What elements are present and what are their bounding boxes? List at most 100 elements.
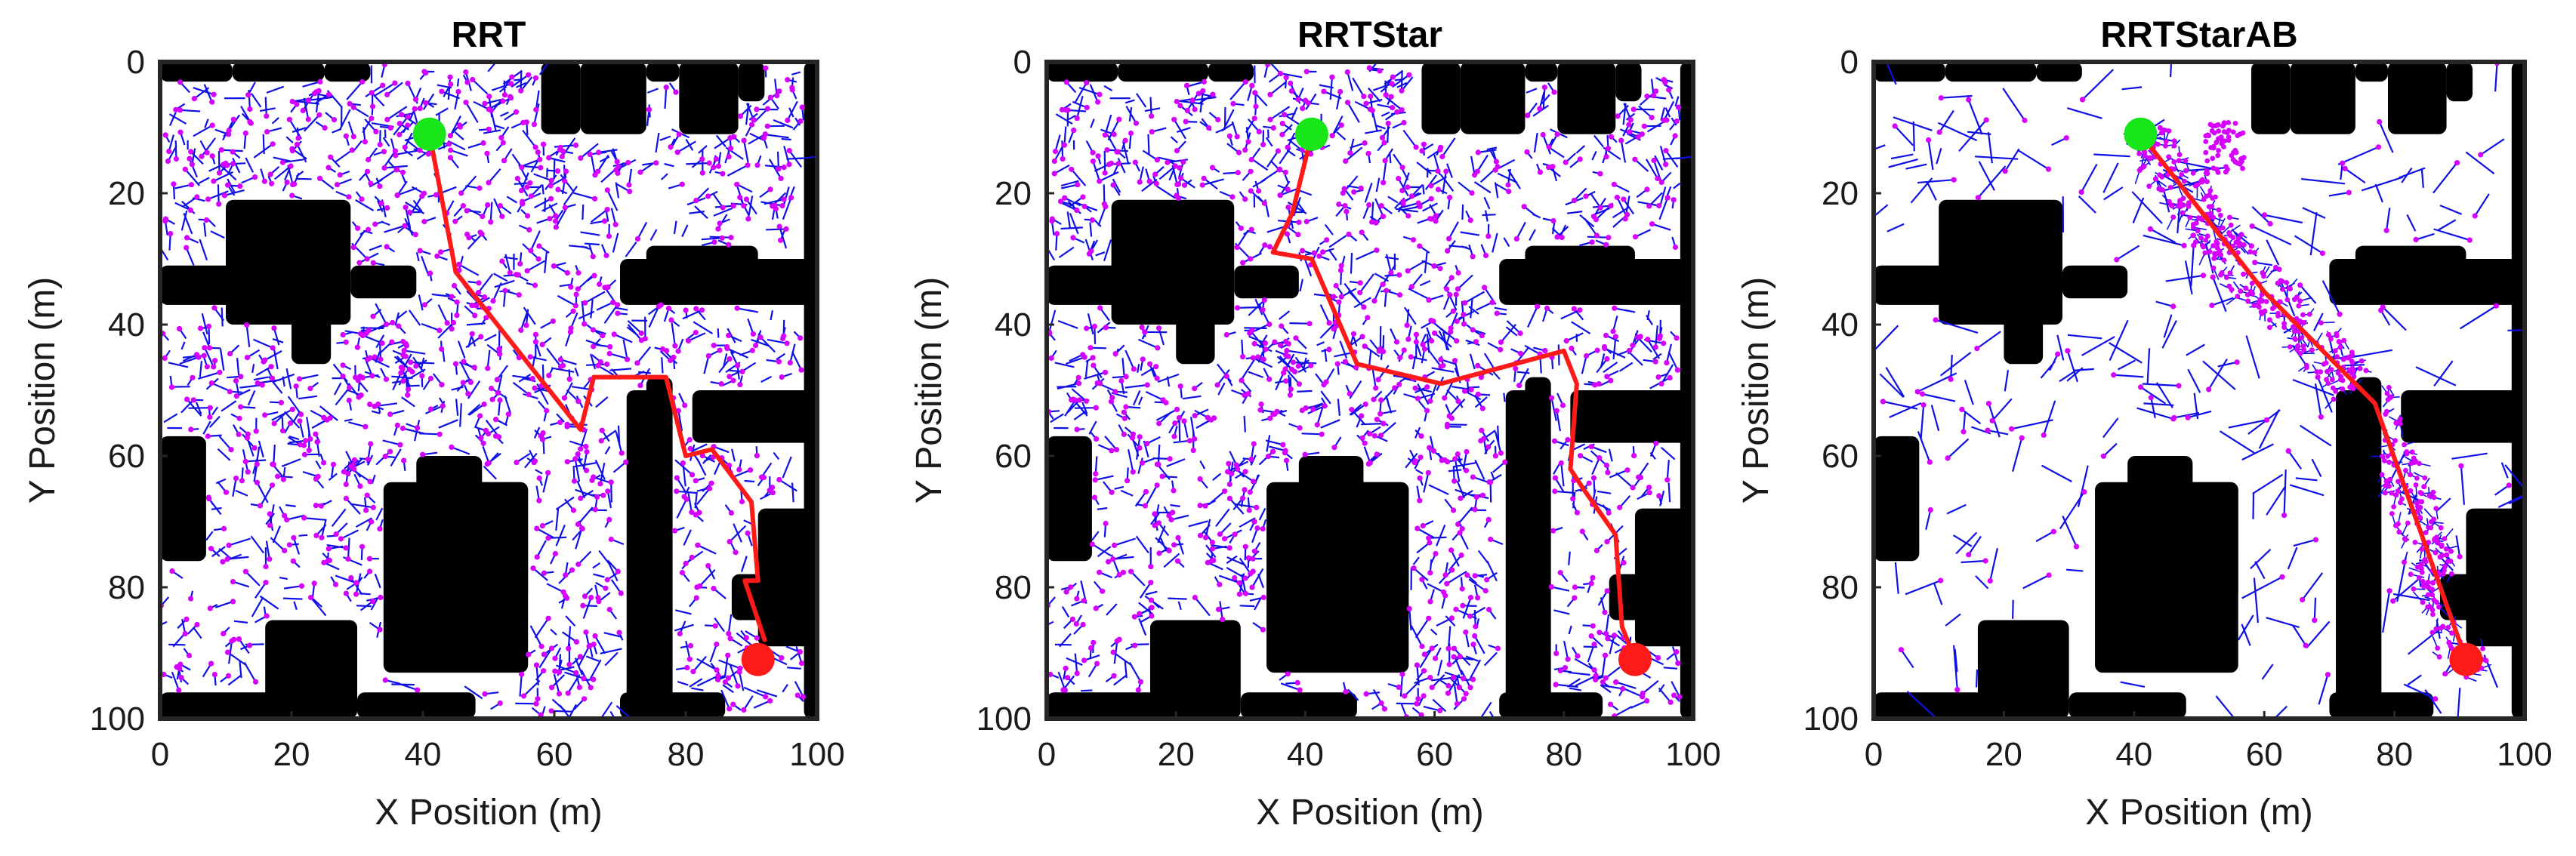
tree-node	[280, 476, 286, 482]
tree-node	[1412, 458, 1418, 464]
tree-edge	[2295, 477, 2318, 482]
tree-node	[449, 294, 455, 300]
tree-node	[1640, 694, 1646, 700]
tree-node	[1070, 396, 1076, 402]
tree-edge	[251, 364, 255, 373]
tree-edge	[682, 309, 702, 320]
tree-node	[1653, 440, 1659, 446]
tree-edge	[523, 306, 536, 325]
tree-node	[1296, 381, 1302, 387]
tree-node	[727, 636, 733, 642]
tree-edge	[1455, 608, 1477, 620]
obstacle	[1505, 390, 1551, 719]
tree-node	[1128, 130, 1134, 137]
tree-edge	[298, 420, 304, 438]
tree-node	[557, 144, 563, 150]
tree-node	[712, 623, 718, 629]
tree-node	[1174, 98, 1180, 105]
tree-node	[1672, 133, 1678, 139]
tree-edge	[709, 644, 717, 663]
tree-node	[373, 128, 379, 134]
tree-edge	[1097, 206, 1106, 226]
tree-node	[1347, 391, 1353, 397]
tree-node	[188, 426, 194, 433]
obstacle	[1047, 62, 1118, 82]
tree-edge	[454, 91, 460, 110]
tree-node	[1615, 113, 1621, 119]
tree-node	[727, 374, 733, 380]
tree-node	[1208, 417, 1214, 423]
tree-node	[403, 353, 409, 359]
tree-node	[548, 196, 554, 202]
tree-node	[538, 165, 544, 171]
tree-edge	[303, 97, 310, 120]
tree-node	[1249, 82, 1255, 88]
tree-edge	[2406, 214, 2417, 232]
tree-edge	[1381, 387, 1396, 403]
tree-node	[583, 443, 589, 450]
tree-node	[1470, 474, 1476, 480]
tree-node	[514, 175, 520, 182]
tree-node	[637, 169, 643, 175]
tree-node	[699, 156, 705, 162]
tree-node	[288, 163, 294, 169]
tree-node	[1349, 407, 1355, 413]
obstacle	[2180, 482, 2238, 601]
tree-node	[625, 159, 631, 166]
tree-edge	[674, 624, 694, 632]
tree-node	[485, 202, 491, 208]
tree-node	[408, 359, 414, 365]
tree-node	[448, 82, 454, 88]
tree-node	[684, 665, 690, 671]
tree-node	[208, 380, 214, 386]
tree-node	[1373, 220, 1379, 226]
tree-edge	[2117, 359, 2136, 371]
tree-edge	[1215, 508, 1230, 527]
tree-node	[317, 79, 323, 85]
tree-node	[770, 485, 776, 491]
tree-edge	[598, 550, 609, 564]
tree-node	[1192, 106, 1198, 112]
tree-edge	[1442, 171, 1447, 195]
tree-edge	[1163, 553, 1180, 568]
tree-edge	[1414, 617, 1430, 639]
tree-edge	[524, 452, 538, 469]
tree-edge	[511, 74, 529, 88]
tree-node	[1242, 79, 1248, 85]
tree-edge	[613, 333, 633, 343]
tree-node	[1359, 229, 1365, 236]
tree-node	[1593, 673, 1599, 679]
obstacle	[679, 62, 739, 134]
tree-nodes	[1047, 62, 1693, 719]
tree-node	[1279, 131, 1285, 137]
plot-area	[1047, 62, 1693, 719]
tree-node	[753, 343, 759, 349]
tree-edge	[747, 196, 754, 220]
tree-edge	[299, 374, 319, 380]
tree-edge	[736, 183, 753, 193]
tree-edge	[1421, 260, 1441, 269]
tree-node	[439, 346, 445, 352]
tree-node	[1590, 475, 1597, 481]
tree-node	[1593, 676, 1599, 683]
tree-node	[1417, 497, 1423, 503]
tree-node	[220, 559, 226, 565]
tree-edge	[302, 81, 321, 88]
tree-node	[1113, 447, 1120, 453]
tree-node	[1347, 150, 1353, 156]
tree-node	[1597, 630, 1603, 636]
tree-edge	[2012, 437, 2023, 472]
tree-node	[452, 361, 459, 367]
tree-node	[289, 192, 295, 199]
tree-node	[316, 112, 322, 118]
tree-edge	[1166, 458, 1186, 467]
tree-node	[305, 116, 311, 122]
tree-edge	[205, 531, 214, 541]
tree-node	[1444, 423, 1450, 430]
tree-edge	[717, 328, 720, 338]
tree-node	[671, 528, 678, 534]
tree-edge	[1635, 229, 1652, 238]
tree-edge	[687, 492, 693, 513]
tree-edge	[239, 660, 242, 679]
tree-edge	[519, 674, 523, 697]
